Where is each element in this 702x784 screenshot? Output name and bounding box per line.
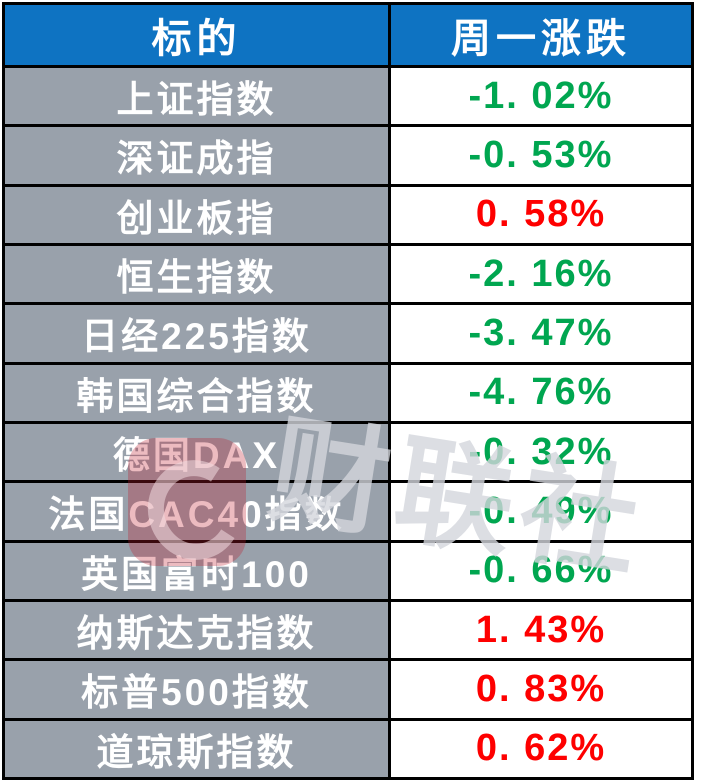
index-name-cell: 深证成指 <box>2 124 391 187</box>
change-value-cell: 0. 83% <box>388 658 694 721</box>
change-value-cell: -4. 76% <box>388 361 694 424</box>
table-row: 法国CAC40指数 -0. 49% <box>2 480 694 543</box>
change-value-cell: -3. 47% <box>388 302 694 365</box>
change-value-cell: -0. 66% <box>388 539 694 602</box>
column-header-monday-change: 周一涨跌 <box>388 2 694 68</box>
index-name-cell: 纳斯达克指数 <box>2 598 391 662</box>
index-name-cell: 韩国综合指数 <box>2 361 391 424</box>
change-value-cell: -0. 53% <box>388 124 694 187</box>
table-body: 上证指数 -1. 02% 深证成指 -0. 53% 创业板指 0. 58% 恒生… <box>2 64 694 781</box>
table-row: 韩国综合指数 -4. 76% <box>2 361 694 424</box>
index-name-cell: 德国DAX <box>2 420 391 484</box>
change-value-cell: 0. 62% <box>388 717 694 781</box>
table-row: 德国DAX -0. 32% <box>2 420 694 484</box>
index-name-cell: 上证指数 <box>2 64 391 128</box>
change-value-cell: -0. 32% <box>388 420 694 484</box>
header-row: 标的 周一涨跌 <box>2 2 694 68</box>
table-header: 标的 周一涨跌 <box>2 2 694 68</box>
index-name-cell: 英国富时100 <box>2 539 391 602</box>
table-row: 深证成指 -0. 53% <box>2 124 694 187</box>
change-value-cell: 1. 43% <box>388 598 694 662</box>
index-change-table: 标的 周一涨跌 上证指数 -1. 02% 深证成指 -0. 53% 创业板指 0… <box>2 2 694 781</box>
table-row: 恒生指数 -2. 16% <box>2 242 694 306</box>
table-row: 创业板指 0. 58% <box>2 183 694 246</box>
table-row: 英国富时100 -0. 66% <box>2 539 694 602</box>
index-name-cell: 法国CAC40指数 <box>2 480 391 543</box>
index-name-cell: 道琼斯指数 <box>2 717 391 781</box>
index-name-cell: 标普500指数 <box>2 658 391 721</box>
index-name-cell: 创业板指 <box>2 183 391 246</box>
change-value-cell: -1. 02% <box>388 64 694 128</box>
index-name-cell: 恒生指数 <box>2 242 391 306</box>
table-row: 道琼斯指数 0. 62% <box>2 717 694 781</box>
change-value-cell: 0. 58% <box>388 183 694 246</box>
column-header-target: 标的 <box>2 2 391 68</box>
table-row: 标普500指数 0. 83% <box>2 658 694 721</box>
table-row: 纳斯达克指数 1. 43% <box>2 598 694 662</box>
table-row: 上证指数 -1. 02% <box>2 64 694 128</box>
index-name-cell: 日经225指数 <box>2 302 391 365</box>
table-row: 日经225指数 -3. 47% <box>2 302 694 365</box>
change-value-cell: -0. 49% <box>388 480 694 543</box>
change-value-cell: -2. 16% <box>388 242 694 306</box>
